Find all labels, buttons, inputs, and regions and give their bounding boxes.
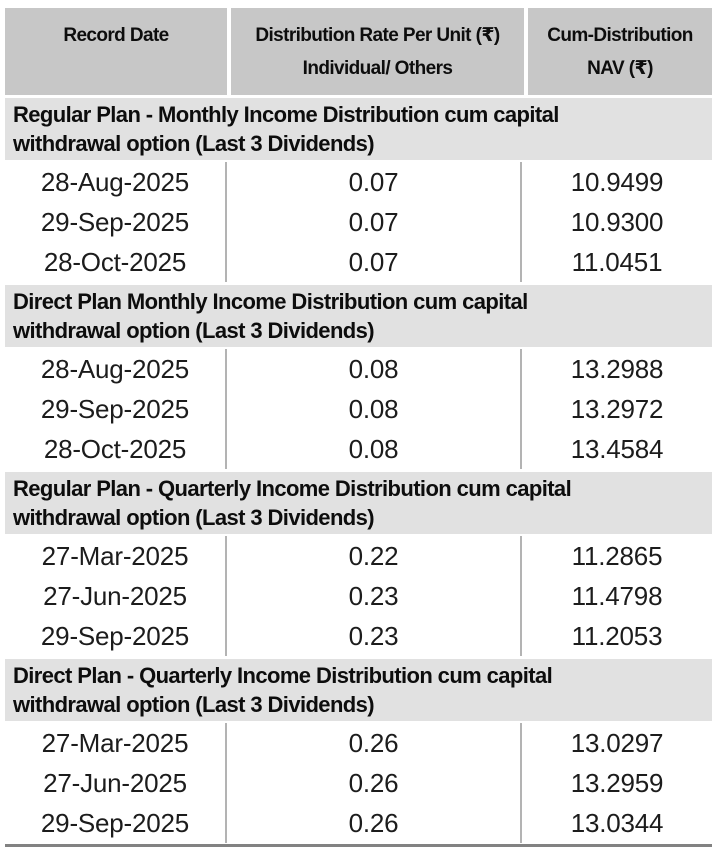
rate-cell: 0.07 bbox=[227, 202, 522, 242]
header-cell-divider bbox=[524, 8, 528, 95]
column-header-sublabel: Individual/ Others bbox=[302, 58, 453, 79]
rate-cell: 0.22 bbox=[227, 536, 522, 576]
rate-cell: 0.07 bbox=[227, 162, 522, 202]
column-header-label: Record Date bbox=[63, 25, 169, 46]
section-title-regular-quarterly: Regular Plan - Quarterly Income Distribu… bbox=[5, 472, 712, 534]
column-header-row: Record Date Distribution Rate Per Unit (… bbox=[5, 8, 712, 95]
record-date-cell: 27-Jun-2025 bbox=[5, 576, 227, 616]
record-date-cell: 29-Sep-2025 bbox=[5, 389, 227, 429]
record-date-cell: 28-Oct-2025 bbox=[5, 242, 227, 282]
section-title-line: withdrawal option (Last 3 Dividends) bbox=[13, 692, 375, 717]
table-row: 27-Mar-2025 0.26 13.0297 bbox=[5, 723, 712, 763]
nav-cell: 13.2959 bbox=[570, 768, 664, 798]
section-title-line: Direct Plan - Quarterly Income Distribut… bbox=[13, 663, 553, 688]
table-row: 29-Sep-2025 0.07 10.9300 bbox=[5, 202, 712, 242]
section-title-direct-quarterly: Direct Plan - Quarterly Income Distribut… bbox=[5, 659, 712, 721]
nav-cell: 11.4798 bbox=[571, 581, 663, 611]
header-cell-divider bbox=[227, 8, 231, 95]
rate-cell: 0.23 bbox=[227, 576, 522, 616]
column-header-record-date: Record Date bbox=[5, 8, 227, 95]
rate-cell: 0.26 bbox=[227, 723, 522, 763]
record-date-cell: 28-Oct-2025 bbox=[5, 429, 227, 469]
column-header-distribution-rate: Distribution Rate Per Unit (₹) Individua… bbox=[231, 8, 524, 95]
nav-cell: 10.9300 bbox=[570, 207, 664, 237]
section-title-line: Regular Plan - Monthly Income Distributi… bbox=[13, 102, 559, 127]
record-date-cell: 29-Sep-2025 bbox=[5, 803, 227, 843]
table-row: 29-Sep-2025 0.26 13.0344 bbox=[5, 803, 712, 843]
rate-cell: 0.23 bbox=[227, 616, 522, 656]
table-row: 28-Aug-2025 0.07 10.9499 bbox=[5, 162, 712, 202]
rate-cell: 0.26 bbox=[227, 803, 522, 843]
column-header-label: Distribution Rate Per Unit (₹) bbox=[255, 25, 500, 46]
rate-cell: 0.07 bbox=[227, 242, 522, 282]
nav-cell: 11.2865 bbox=[571, 541, 663, 571]
section-title-regular-monthly: Regular Plan - Monthly Income Distributi… bbox=[5, 98, 712, 160]
table-row: 28-Aug-2025 0.08 13.2988 bbox=[5, 349, 712, 389]
record-date-cell: 29-Sep-2025 bbox=[5, 202, 227, 242]
table-row: 28-Oct-2025 0.08 13.4584 bbox=[5, 429, 712, 469]
section-title-line: withdrawal option (Last 3 Dividends) bbox=[13, 131, 375, 156]
record-date-cell: 27-Mar-2025 bbox=[5, 723, 227, 763]
rate-cell: 0.08 bbox=[227, 389, 522, 429]
dividend-distribution-table: Record Date Distribution Rate Per Unit (… bbox=[5, 8, 712, 847]
column-header-sublabel: NAV (₹) bbox=[587, 58, 653, 79]
record-date-cell: 29-Sep-2025 bbox=[5, 616, 227, 656]
rate-cell: 0.08 bbox=[227, 349, 522, 389]
nav-cell: 11.2053 bbox=[571, 621, 663, 651]
record-date-cell: 27-Mar-2025 bbox=[5, 536, 227, 576]
record-date-cell: 28-Aug-2025 bbox=[5, 349, 227, 389]
record-date-cell: 27-Jun-2025 bbox=[5, 763, 227, 803]
nav-cell: 13.0344 bbox=[570, 808, 664, 838]
rate-cell: 0.08 bbox=[227, 429, 522, 469]
section-title-line: withdrawal option (Last 3 Dividends) bbox=[13, 318, 375, 343]
section-title-direct-monthly: Direct Plan Monthly Income Distribution … bbox=[5, 285, 712, 347]
table-row: 27-Jun-2025 0.26 13.2959 bbox=[5, 763, 712, 803]
nav-cell: 13.2988 bbox=[570, 354, 664, 384]
section-title-line: Regular Plan - Quarterly Income Distribu… bbox=[13, 476, 572, 501]
table-row: 27-Jun-2025 0.23 11.4798 bbox=[5, 576, 712, 616]
nav-cell: 10.9499 bbox=[570, 167, 664, 197]
nav-cell: 13.4584 bbox=[570, 434, 664, 464]
rate-cell: 0.26 bbox=[227, 763, 522, 803]
section-title-line: withdrawal option (Last 3 Dividends) bbox=[13, 505, 375, 530]
nav-cell: 13.2972 bbox=[570, 394, 664, 424]
section-title-line: Direct Plan Monthly Income Distribution … bbox=[13, 289, 528, 314]
column-header-label: Cum-Distribution bbox=[547, 25, 693, 46]
table-row: 29-Sep-2025 0.08 13.2972 bbox=[5, 389, 712, 429]
nav-cell: 13.0297 bbox=[570, 728, 664, 758]
column-header-cum-distribution-nav: Cum-Distribution NAV (₹) bbox=[528, 8, 712, 95]
nav-cell: 11.0451 bbox=[571, 247, 663, 277]
table-bottom-rule bbox=[5, 844, 712, 847]
table-row: 29-Sep-2025 0.23 11.2053 bbox=[5, 616, 712, 656]
table-row: 28-Oct-2025 0.07 11.0451 bbox=[5, 242, 712, 282]
table-row: 27-Mar-2025 0.22 11.2865 bbox=[5, 536, 712, 576]
record-date-cell: 28-Aug-2025 bbox=[5, 162, 227, 202]
